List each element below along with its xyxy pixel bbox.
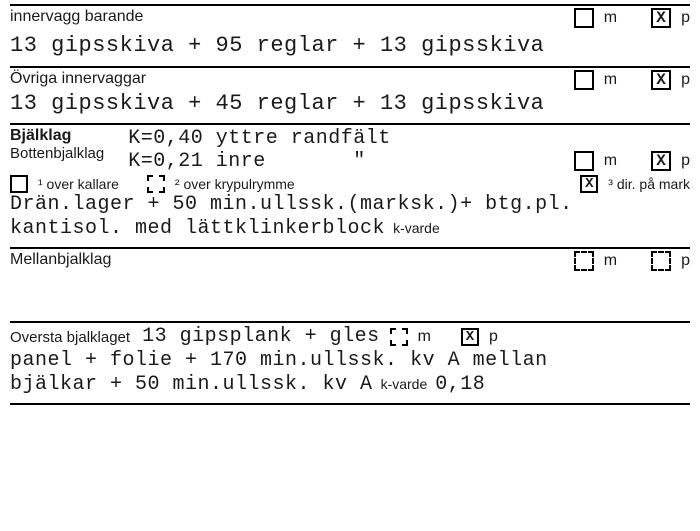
section-label: innervagg barande <box>10 8 143 26</box>
checkbox-p[interactable]: X <box>651 151 671 171</box>
checkbox-m[interactable] <box>574 151 594 171</box>
k-line-1: K=0,40 yttre randfält <box>128 127 391 150</box>
section-ovriga-innervaggar: Övriga innervaggar m X p 13 gipsskiva + … <box>10 66 690 124</box>
opt2-label: ² over krypulrymme <box>175 176 295 192</box>
content-line-2: kantisol. med lättklinkerblock <box>10 217 385 241</box>
label-p: p <box>681 71 690 89</box>
label-m: m <box>604 252 617 270</box>
opt1-label: ¹ over kallare <box>38 176 119 192</box>
checkbox-m[interactable] <box>574 8 594 28</box>
checkbox-m[interactable] <box>574 251 594 271</box>
content-text: 13 gipsskiva + 45 reglar + 13 gipsskiva <box>10 90 690 118</box>
mp-group: m X p <box>574 70 690 90</box>
checkbox-p[interactable]: X <box>461 328 479 346</box>
checkbox-p[interactable]: X <box>651 8 671 28</box>
section-mellanbjalklag: Mellanbjalklag m p <box>10 247 690 321</box>
section-labels-col: Bjälklag Bottenbjalklag <box>10 127 104 162</box>
section-label: Mellanbjalklag <box>10 251 111 269</box>
section-label: Oversta bjalklaget <box>10 329 130 346</box>
mp-group: m p <box>574 251 690 271</box>
options-row: ¹ over kallare ² over krypulrymme X ³ di… <box>10 175 690 193</box>
k-values: K=0,40 yttre randfält K=0,21 inre " <box>128 127 391 173</box>
checkbox-opt3[interactable]: X <box>580 175 598 193</box>
label-m: m <box>418 328 431 346</box>
content-line-2: panel + folie + 170 min.ullssk. kv A mel… <box>10 349 690 373</box>
content-line-1: Drän.lager + 50 min.ullssk.(marksk.)+ bt… <box>10 193 690 217</box>
section-label-2: Bottenbjalklag <box>10 145 104 162</box>
label-m: m <box>604 71 617 89</box>
label-m: m <box>604 152 617 170</box>
section-label: Övriga innervaggar <box>10 70 146 88</box>
mp-group: m X p <box>574 151 690 171</box>
section-label-1: Bjälklag <box>10 127 104 145</box>
k-line-2: K=0,21 inre " <box>128 150 391 173</box>
section-bjalklag: Bjälklag Bottenbjalklag K=0,40 yttre ran… <box>10 123 690 247</box>
label-p: p <box>681 152 690 170</box>
checkbox-opt2[interactable] <box>147 175 165 193</box>
kvarde-label: k-varde <box>381 376 428 392</box>
kvarde-label: k-varde <box>393 220 440 236</box>
label-p: p <box>681 252 690 270</box>
label-p: p <box>489 328 498 346</box>
checkbox-p[interactable]: X <box>651 70 671 90</box>
inline-content: 13 gipsplank + gles <box>142 325 380 349</box>
section-oversta-bjalklaget: Oversta bjalklaget 13 gipsplank + gles m… <box>10 321 690 405</box>
form-container: innervagg barande m X p 13 gipsskiva + 9… <box>0 0 700 409</box>
label-p: p <box>681 9 690 27</box>
section-innervagg-barande: innervagg barande m X p 13 gipsskiva + 9… <box>10 4 690 66</box>
checkbox-opt1[interactable] <box>10 175 28 193</box>
mp-group: m X p <box>390 328 498 346</box>
empty-content <box>10 271 690 315</box>
label-m: m <box>604 9 617 27</box>
opt3-label: ³ dir. på mark <box>608 176 690 192</box>
checkbox-p[interactable] <box>651 251 671 271</box>
content-text: 13 gipsskiva + 95 reglar + 13 gipsskiva <box>10 28 690 60</box>
mp-group: m X p <box>574 8 690 28</box>
content-line-3: bjälkar + 50 min.ullssk. kv A <box>10 373 373 397</box>
kvarde-value: 0,18 <box>435 373 485 397</box>
checkbox-m[interactable] <box>390 328 408 346</box>
checkbox-m[interactable] <box>574 70 594 90</box>
